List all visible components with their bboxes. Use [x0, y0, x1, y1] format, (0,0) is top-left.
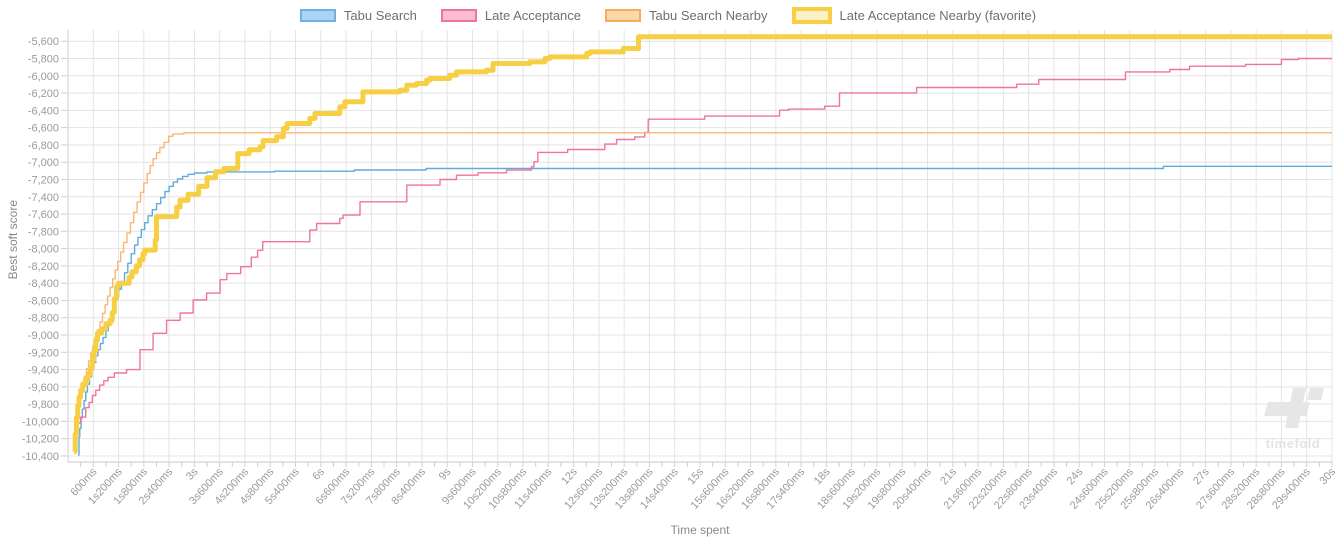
y-tick-label: -9,000 — [28, 330, 59, 342]
y-tick-label: -9,200 — [28, 347, 59, 359]
watermark: timefold — [1260, 382, 1326, 451]
y-tick-label: -7,600 — [28, 209, 59, 221]
y-tick-label: -6,000 — [28, 71, 59, 83]
legend-item-late-acceptance[interactable]: Late Acceptance — [440, 8, 582, 23]
y-tick-label: -8,000 — [28, 244, 59, 256]
y-axis-title: Best soft score — [6, 200, 20, 280]
y-tick-label: -7,800 — [28, 226, 59, 238]
timefold-logo-icon — [1264, 388, 1324, 428]
x-tick-label: 27s — [1191, 466, 1212, 488]
legend-item-late-acceptance-nearby-favorite[interactable]: Late Acceptance Nearby (favorite) — [791, 7, 1037, 24]
legend-label: Tabu Search Nearby — [649, 8, 768, 23]
y-tick-label: -6,800 — [28, 140, 59, 152]
y-tick-label: -5,800 — [28, 54, 59, 66]
series-line-late-acceptance-nearby-favorite — [72, 34, 1332, 455]
y-tick-label: -9,800 — [28, 399, 59, 411]
chart-legend: Tabu Search Late Acceptance Tabu Search Ne… — [0, 7, 1336, 24]
y-tick-label: -8,200 — [28, 261, 59, 273]
y-tick-label: -8,400 — [28, 278, 59, 290]
x-tick-label: 15s — [685, 466, 706, 488]
series-line-tabu-search — [78, 165, 1332, 456]
x-tick-label: 30s — [1317, 466, 1336, 488]
y-tick-label: -9,400 — [28, 365, 59, 377]
y-tick-label: -8,600 — [28, 295, 59, 307]
y-tick-label: -7,200 — [28, 174, 59, 186]
y-tick-label: -6,200 — [28, 88, 59, 100]
y-tick-label: -8,800 — [28, 313, 59, 325]
legend-item-tabu-search[interactable]: Tabu Search — [299, 8, 417, 23]
y-tick-label: -10,400 — [22, 451, 59, 463]
legend-swatch-icon — [440, 9, 477, 22]
x-tick-label: 12s — [559, 466, 580, 488]
x-axis-title: Time spent — [670, 523, 730, 537]
y-tick-label: -10,000 — [22, 416, 59, 428]
x-tick-label: 9s — [437, 466, 454, 483]
legend-label: Late Acceptance — [484, 8, 582, 23]
tick-labels: -5,600 -5,800 -6,000 -6,200 -6,400 -6,600 -6,8… — [22, 36, 1336, 512]
x-tick-label: 3s — [184, 466, 201, 483]
series-line-late-acceptance — [75, 57, 1332, 451]
x-tick-label: 18s — [812, 466, 833, 488]
y-tick-label: -6,600 — [28, 123, 59, 135]
legend-swatch-icon — [299, 9, 336, 22]
x-tick-label: 21s — [938, 466, 959, 488]
legend-swatch-icon — [791, 7, 832, 24]
y-tick-label: -7,400 — [28, 192, 59, 204]
y-tick-label: -9,600 — [28, 382, 59, 394]
legend-label: Late Acceptance Nearby (favorite) — [839, 8, 1037, 23]
y-tick-label: -7,000 — [28, 157, 59, 169]
y-tick-label: -10,200 — [22, 434, 59, 446]
y-tick-label: -6,400 — [28, 105, 59, 117]
series-lines — [72, 34, 1332, 456]
axes — [61, 30, 1333, 467]
y-tick-label: -5,600 — [28, 36, 59, 48]
legend-label: Tabu Search — [343, 8, 417, 23]
watermark-text: timefold — [1265, 436, 1321, 451]
legend-item-tabu-search-nearby[interactable]: Tabu Search Nearby — [605, 8, 768, 23]
legend-swatch-icon — [605, 9, 642, 22]
x-tick-label: 6s — [310, 466, 327, 483]
x-tick-label: 24s — [1065, 466, 1086, 488]
gridlines — [68, 30, 1333, 462]
